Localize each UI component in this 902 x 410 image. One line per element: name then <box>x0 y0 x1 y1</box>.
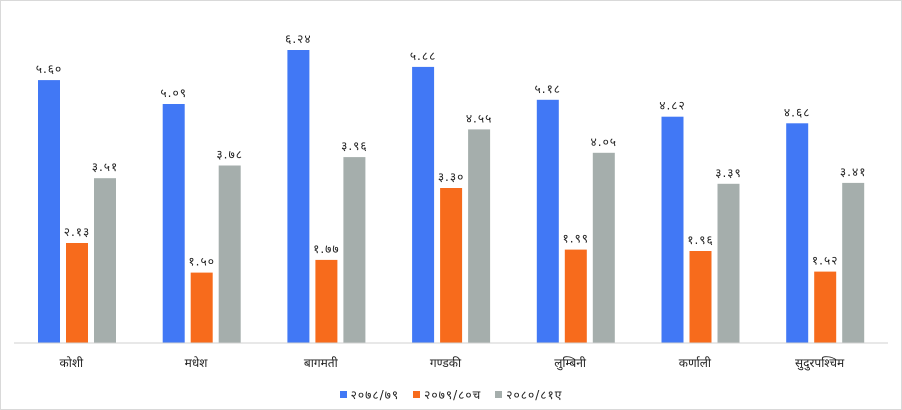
category-label-1: कोशी <box>60 356 84 370</box>
data-label-3-4: ४.५५ <box>466 111 493 125</box>
data-label-3-2: ३.७८ <box>216 148 243 162</box>
legend-swatch-3 <box>495 391 503 398</box>
data-label-1-7: ४.६८ <box>784 105 811 119</box>
data-label-3-3: ३.९६ <box>341 139 368 153</box>
data-label-2-4: ३.३० <box>438 170 465 184</box>
data-label-3-5: ४.०५ <box>591 135 618 149</box>
legend-item-2: २०७९/८०च <box>413 386 481 403</box>
legend-swatch-2 <box>413 391 421 398</box>
bar-3-4 <box>468 129 491 343</box>
bar-1-5 <box>536 99 559 343</box>
category-label-6: कर्णाली <box>679 356 712 370</box>
bar-1-4 <box>412 66 435 344</box>
bar-3-6 <box>717 183 740 343</box>
data-label-1-1: ५.६० <box>36 62 63 76</box>
legend-label-1: २०७८/७९ <box>350 388 400 402</box>
bar-3-3 <box>343 157 366 343</box>
data-label-1-3: ६.२४ <box>285 32 312 46</box>
category-label-2: मधेश <box>185 356 209 370</box>
data-label-2-3: १.७७ <box>313 242 340 256</box>
bar-2-4 <box>440 188 463 343</box>
bar-1-7 <box>786 123 809 343</box>
data-label-2-5: १.९९ <box>563 232 590 246</box>
data-label-3-6: ३.३९ <box>715 166 742 180</box>
legend-item-1: २०७८/७९ <box>339 386 400 403</box>
data-label-2-6: १.९६ <box>687 233 714 247</box>
bar-1-6 <box>661 116 684 343</box>
bar-1-3 <box>287 50 310 343</box>
bar-2-7 <box>814 271 837 343</box>
category-label-3: बागमती <box>304 356 339 370</box>
bar-3-2 <box>218 165 241 343</box>
data-label-2-7: १.५२ <box>812 254 839 268</box>
category-label-7: सुदुरपश्चिम <box>795 356 845 371</box>
bar-2-3 <box>315 259 338 343</box>
legend-label-3: २०८०/८१ए <box>506 388 563 402</box>
bar-chart: ५.६० २.१३ ३.५१ ५.०९ १.५० ३.७८ ६.२४ १.७७ ३.९६ ५.८८… <box>14 32 888 371</box>
bar-2-2 <box>190 272 213 343</box>
data-label-3-1: ३.५१ <box>92 160 119 174</box>
category-label-4: गण्डकी <box>430 356 462 370</box>
legend: २०७८/७९ २०७९/८०च २०८०/८१ए <box>0 386 902 403</box>
bar-3-5 <box>592 152 615 343</box>
legend-swatch-1 <box>339 391 347 398</box>
bar-3-1 <box>94 178 116 343</box>
bar-1-2 <box>162 104 185 343</box>
data-label-1-6: ४.८२ <box>659 99 686 113</box>
bar-2-5 <box>564 249 587 343</box>
data-label-3-7: ३.४१ <box>840 165 867 179</box>
bar-2-1 <box>66 243 88 343</box>
bar-3-7 <box>842 182 865 343</box>
data-label-1-2: ५.०९ <box>160 86 187 100</box>
legend-item-3: २०८०/८१ए <box>495 386 562 403</box>
data-label-1-5: ५.१८ <box>535 82 562 96</box>
category-labels-group: कोशी मधेश बागमती गण्डकी लुम्बिनी कर्णाली सुदुर… <box>60 356 846 371</box>
bars-group <box>38 50 865 344</box>
bar-2-6 <box>689 251 712 343</box>
bar-1-1 <box>38 80 60 343</box>
data-label-2-1: २.१३ <box>64 225 91 239</box>
data-label-2-2: १.५० <box>188 255 215 269</box>
value-labels-group: ५.६० २.१३ ३.५१ ५.०९ १.५० ३.७८ ६.२४ १.७७ ३.९६ ५.८८… <box>36 32 867 269</box>
legend-label-2: २०७९/८०च <box>424 388 482 402</box>
category-label-5: लुम्बिनी <box>554 356 587 371</box>
data-label-1-4: ५.८८ <box>410 49 437 63</box>
